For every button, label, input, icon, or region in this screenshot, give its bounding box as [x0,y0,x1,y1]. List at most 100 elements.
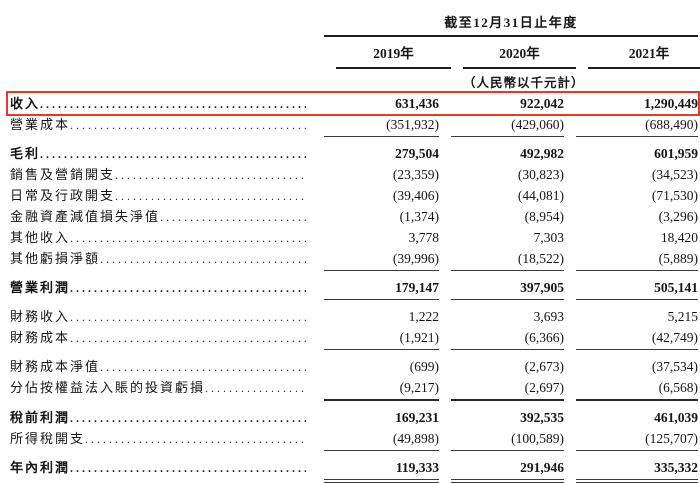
value-2021: (37,534) [651,359,698,374]
table-row-other-losses-net: 其他虧損淨額 (39,996) (18,522) (5,889) [10,251,698,271]
value-2021: 505,141 [576,280,698,300]
value-2019: (699) [409,359,439,374]
table-row-cost-of-sales: 營業成本 (351,932) (429,060) (688,490) [10,117,698,137]
dot-leader [100,359,306,375]
value-2020: 3,693 [533,309,564,324]
period-title: 截至12月31日止年度 [324,12,698,37]
table-row-selling-expenses: 銷售及營銷開支 (23,359) (30,823) (34,523) [10,167,698,183]
row-label: 財務成本淨值 [10,359,101,374]
value-2021: (71,530) [651,188,698,203]
unit-note-row: （人民幣以千元計） [10,69,698,91]
value-2020: (30,823) [517,167,564,182]
dot-leader [70,460,306,476]
row-label: 收入 [10,96,41,111]
table-row-revenue: 收入 631,436 922,042 1,290,449 [6,91,700,116]
dot-leader [70,280,306,296]
table-row-share-of-investment-losses: 分佔按權益法入賬的投資虧損 (9,217) (2,697) (6,568) [10,380,698,401]
table-row-finance-income: 財務收入 1,222 3,693 5,215 [10,309,698,325]
dot-leader [40,146,306,162]
value-2020: (44,081) [517,188,564,203]
value-2019: (39,406) [392,188,439,203]
value-2021: 18,420 [660,230,698,245]
value-2019: (49,898) [324,431,439,451]
value-2019: 169,231 [395,410,439,425]
value-2021: (5,889) [576,251,698,271]
value-2019: (351,932) [324,117,439,137]
dot-leader [70,330,306,346]
table-row-finance-costs: 財務成本 (1,921) (6,366) (42,749) [10,330,698,350]
value-2019: 1,222 [408,309,439,324]
value-2020: (429,060) [451,117,564,137]
value-2020: 392,535 [520,410,564,425]
dot-leader [70,309,306,325]
dot-leader [40,96,306,112]
row-label: 稅前利潤 [10,410,71,425]
currency-unit-note: （人民幣以千元計） [463,76,585,90]
dot-leader [70,117,306,133]
table-row-other-income: 其他收入 3,778 7,303 18,420 [10,230,698,246]
year-column-header-2021: 2021年 [588,37,700,69]
dot-leader [115,188,306,204]
dot-leader [70,410,306,426]
row-label: 日常及行政開支 [10,188,116,203]
dot-leader [205,380,306,396]
row-label: 銷售及營銷開支 [10,167,116,182]
dot-leader [100,251,306,267]
table-row-operating-profit: 營業利潤 179,147 397,905 505,141 [10,280,698,300]
dot-leader [85,431,306,447]
row-label: 年內利潤 [10,460,71,475]
year-column-header-2020: 2020年 [463,37,576,69]
value-2019: (23,359) [392,167,439,182]
dot-leader [115,167,306,183]
value-2021: (3,296) [658,209,698,224]
row-label: 財務收入 [10,309,71,324]
row-label: 其他虧損淨額 [10,251,101,266]
value-2021: 5,215 [667,309,698,324]
value-2021: (688,490) [576,117,698,137]
value-2020: (6,366) [451,330,564,350]
row-label: 其他收入 [10,230,71,245]
value-2021: 601,959 [654,146,698,161]
value-2021: (34,523) [651,167,698,182]
table-row-gross-profit: 毛利 279,504 492,982 601,959 [10,146,698,162]
value-2020: (2,673) [524,359,564,374]
dot-leader [70,230,306,246]
table-row-impairment-losses: 金融資產減值損失淨值 (1,374) (8,954) (3,296) [10,209,698,225]
table-row-profit-before-tax: 稅前利潤 169,231 392,535 461,039 [10,410,698,426]
value-2021: 335,332 [576,460,698,483]
value-2020: (18,522) [451,251,564,271]
value-2020: 492,982 [520,146,564,161]
value-2020: 397,905 [451,280,564,300]
row-label: 財務成本 [10,330,71,345]
table-row-finance-costs-net: 財務成本淨值 (699) (2,673) (37,534) [10,359,698,375]
period-header-row: 截至12月31日止年度 [10,12,698,37]
value-2019: 179,147 [324,280,439,300]
row-label: 金融資產減值損失淨值 [10,209,161,224]
value-2020: (100,589) [451,431,564,451]
value-2019: 119,333 [324,460,439,483]
value-2019: (1,374) [399,209,439,224]
value-2021: 461,039 [654,410,698,425]
value-2020: (2,697) [451,380,564,401]
row-label: 分佔按權益法入賬的投資虧損 [10,380,206,395]
value-2020: 291,946 [451,460,564,483]
value-2020: 7,303 [533,230,564,245]
dot-leader [160,209,306,225]
value-2020: (8,954) [524,209,564,224]
value-2019: 279,504 [395,146,439,161]
value-2020: 922,042 [520,96,564,111]
financial-statement-table: 截至12月31日止年度 2019年 2020年 2021年 （人民幣以千元計） … [6,12,700,483]
value-2021: (125,707) [576,431,698,451]
value-2021: (6,568) [576,380,698,401]
value-2019: (39,996) [324,251,439,271]
value-2019: 631,436 [395,96,439,111]
table-row-admin-expenses: 日常及行政開支 (39,406) (44,081) (71,530) [10,188,698,204]
table-row-income-tax-expense: 所得稅開支 (49,898) (100,589) (125,707) [10,431,698,451]
row-label: 毛利 [10,146,41,161]
value-2021: 1,290,449 [644,96,698,111]
row-label: 營業利潤 [10,280,71,295]
year-column-header-2019: 2019年 [336,37,451,69]
row-label: 營業成本 [10,117,71,132]
row-label: 所得稅開支 [10,431,86,446]
value-2019: (1,921) [324,330,439,350]
